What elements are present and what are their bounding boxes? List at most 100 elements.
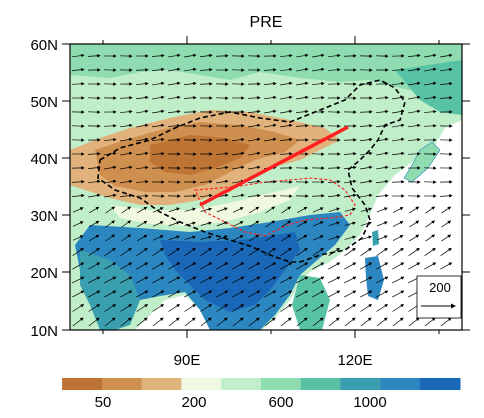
precip-band-plateau [110,186,300,226]
precip-band-northeast [395,60,462,115]
wind-vector [264,317,276,327]
taiwan-island [372,230,379,246]
wind-vector [71,193,85,198]
wind-vector [375,96,389,100]
wind-vector [376,304,389,312]
wind-vector [281,234,292,242]
wind-vector [152,247,164,256]
wind-vector [440,262,453,270]
wind-vector [87,54,101,58]
wind-vector [120,137,133,142]
wind-vector [280,81,293,86]
wind-vector [296,67,309,72]
wind-vector [392,221,404,227]
wind-vector [120,290,133,298]
wind-vector [424,53,437,58]
wind-vector [135,165,149,170]
wind-vector [440,317,452,327]
wind-vector [312,317,324,327]
colorbar-label-600: 600 [268,394,293,411]
wind-vector [119,96,133,100]
wind-vector [328,262,341,270]
wind-vector [392,317,404,327]
wind-vector [264,276,277,284]
wind-vector [88,290,101,298]
wind-vector [168,304,181,312]
colorbar-swatch [181,378,222,390]
wind-vector [439,96,453,100]
lat-tick-30n: 30N [30,208,58,225]
wind-vector [200,317,212,327]
lat-tick-60n: 60N [30,37,58,54]
wind-vector [327,179,341,184]
wind-vector [199,180,213,184]
wind-vector [344,165,357,170]
wind-vector [249,234,260,242]
wind-vector [296,276,309,284]
wind-vector [152,81,165,86]
wind-vector [423,109,437,114]
wind-vector [264,304,277,312]
wind-vector [439,81,453,86]
wind-vector [135,180,149,184]
wind-vector [312,53,325,58]
wind-vector [137,234,148,242]
wind-vector [104,290,117,298]
lat-tick-10n: 10N [30,323,58,340]
wind-vector [344,235,356,240]
wind-vector [311,194,325,198]
wind-vector [137,206,148,214]
wind-vector [232,207,244,213]
wind-vector [376,290,389,298]
wind-vector [152,109,165,114]
wind-vector [280,276,293,284]
wind-vector [152,290,165,298]
wind-vector [152,123,165,128]
wind-vector [248,137,261,142]
transect-line [199,125,349,207]
wind-vector [407,152,421,156]
dry-region-core [150,135,250,175]
wind-vector [424,67,437,72]
wind-vector [247,96,261,100]
wind-vector [425,234,436,242]
wind-vector [152,95,165,100]
wind-vector [248,317,260,327]
wind-vector [280,67,293,72]
wind-vector [184,317,196,327]
wind-vector [72,235,84,241]
reference-vector-box [416,275,462,319]
wind-vector [136,304,149,312]
wind-vector [328,235,340,241]
wind-vector [391,68,405,72]
wind-vector [248,179,261,184]
wind-vector [88,247,100,256]
wind-vector [248,262,261,270]
wind-vector [327,68,341,72]
wind-vector [136,290,149,298]
wind-vector [328,276,341,284]
wind-vector [280,247,292,256]
wind-vector [328,193,341,198]
wind-vector [168,67,181,72]
lon-axis: 90E 120E [102,36,440,369]
wind-vector [119,193,133,198]
wind-vector [439,194,453,198]
wind-vector [424,95,437,100]
wind-vector [249,220,260,228]
wind-vector [297,206,308,214]
wind-vector [296,95,309,100]
wind-vector [376,235,388,241]
wind-vector [168,235,180,241]
china-boundary [97,79,406,263]
wind-vector [152,137,165,142]
wind-vector [200,304,213,312]
wind-vector [328,290,341,298]
lon-tick-120e: 120E [337,352,372,369]
wind-vector [152,235,164,241]
wind-vector [104,262,117,270]
map-frame [69,43,463,331]
wind-vector [88,179,101,184]
wind-vector [89,234,100,242]
lat-axis: 60N 50N 40N 30N 20N 10N [30,37,470,340]
